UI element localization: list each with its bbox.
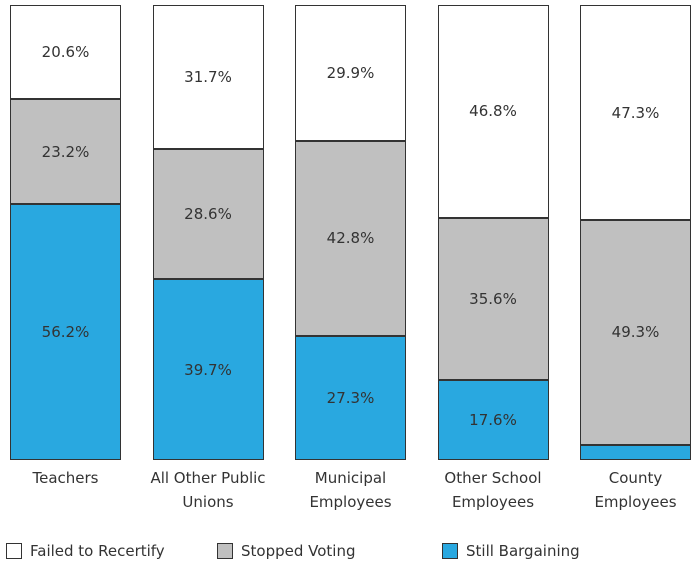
data-label: 27.3% — [326, 388, 375, 407]
bar-segment — [152, 5, 264, 150]
bar-segment — [152, 279, 264, 460]
data-label: 31.7% — [184, 68, 232, 87]
legend-swatch — [442, 543, 458, 559]
x-tick-label: County Employees — [594, 469, 677, 511]
legend-label: Still Bargaining — [466, 542, 580, 560]
x-tick-label: Teachers — [32, 469, 99, 487]
data-label: 42.8% — [326, 229, 375, 248]
bar-segment — [295, 335, 406, 460]
data-label: 20.6% — [41, 42, 90, 61]
bar-segment — [10, 204, 121, 460]
bar-segment — [437, 379, 549, 460]
legend-swatch — [217, 543, 233, 559]
legend-label: Failed to Recertify — [30, 542, 165, 560]
x-tick-label: Other School Employees — [444, 469, 542, 511]
data-label: 28.6% — [184, 205, 232, 224]
data-label: 47.3% — [611, 103, 660, 122]
bar-segment — [10, 5, 121, 99]
data-label: 17.6% — [469, 410, 517, 429]
data-label: 35.6% — [469, 289, 517, 308]
legend-label: Stopped Voting — [241, 542, 356, 560]
legend-swatch — [6, 543, 22, 559]
bar-segment — [437, 5, 549, 218]
bar-segment — [295, 5, 406, 142]
data-label: 49.3% — [611, 323, 660, 342]
data-label: 46.8% — [469, 102, 517, 121]
bar-segment — [10, 98, 121, 205]
data-label: 23.2% — [41, 142, 90, 161]
data-label: 29.9% — [326, 64, 375, 83]
bar-segment — [580, 444, 691, 460]
x-tick-label: Municipal Employees — [309, 469, 392, 511]
data-label: 39.7% — [184, 360, 232, 379]
bar-segment — [295, 141, 406, 336]
bar-segment — [152, 149, 264, 280]
bar-segment — [580, 5, 691, 221]
bar-segment — [580, 220, 691, 445]
data-label: 56.2% — [41, 323, 90, 342]
bar-segment — [437, 217, 549, 380]
x-tick-label: All Other Public Unions — [150, 469, 266, 511]
